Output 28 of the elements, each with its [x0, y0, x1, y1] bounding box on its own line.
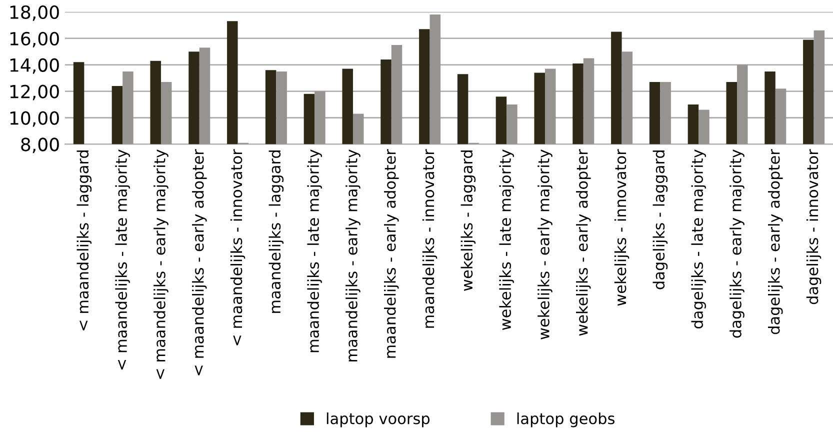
x-tick-label: dagelijks - early adopter — [768, 149, 783, 334]
x-tick-label: < maandelijks - laggard — [76, 150, 92, 330]
y-tick-label: 12,00 — [10, 84, 59, 100]
x-tick-label: maandelijks - late majority — [307, 150, 322, 352]
legend-label: laptop geobs — [517, 412, 614, 428]
x-tick-label: wekelijks - laggard — [460, 150, 476, 291]
x-tick-label: < maandelijks - early majority — [154, 150, 168, 379]
x-tick-label: dagelijks - innovator — [806, 149, 822, 304]
x-tick-label: < maandelijks - early adopter — [192, 149, 207, 376]
x-tick-label: < maandelijks - innovator — [230, 149, 246, 346]
x-tick-label: maandelijks - innovator — [422, 149, 438, 328]
y-tick-label: 16,00 — [10, 32, 59, 48]
x-tick-label: wekelijks - early majority — [538, 150, 552, 340]
x-tick-label: wekelijks - late majority — [499, 150, 514, 330]
y-tick-label: 10,00 — [10, 111, 59, 127]
x-tick-label: wekelijks - early adopter — [576, 149, 591, 336]
legend-label: laptop voorsp — [326, 412, 430, 428]
x-tick-label: dagelijks - laggard — [652, 150, 668, 290]
x-tick-label: dagelijks - late majority — [691, 150, 706, 328]
y-tick-label: 8,00 — [21, 138, 59, 154]
x-tick-label: dagelijks - early majority — [730, 150, 744, 338]
x-tick-label: wekelijks - innovator — [614, 149, 630, 306]
x-tick-label: < maandelijks - late majority — [115, 150, 130, 370]
y-tick-label: 14,00 — [10, 58, 59, 74]
y-tick-label: 18,00 — [10, 5, 59, 21]
x-tick-label: maandelijks - early majority — [346, 150, 360, 362]
x-tick-label: maandelijks - early adopter — [384, 149, 399, 358]
x-tick-label: maandelijks - laggard — [268, 150, 284, 313]
